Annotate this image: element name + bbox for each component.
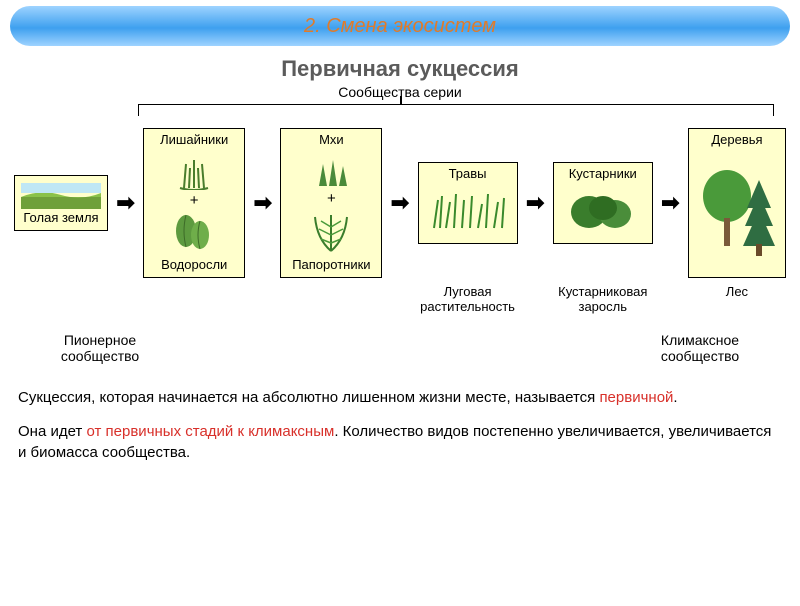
community-labels: Пионерное сообщество Климаксное сообщест… [10, 332, 790, 364]
stage-label: Травы [449, 167, 487, 182]
p1-highlight: первичной [599, 389, 673, 406]
bare-soil-icon [19, 180, 103, 211]
stage-label-bottom: Папоротники [292, 258, 370, 273]
plus-sign: + [190, 192, 199, 209]
moss-icon [311, 154, 351, 188]
p2-highlight: от первичных стадий к климаксным [86, 423, 334, 440]
p1-c: . [673, 389, 677, 406]
title-text: Первичная сукцессия [281, 56, 519, 81]
shrub-icon [558, 182, 648, 239]
stage-label: Голая земля [23, 211, 98, 226]
stage-label: Кустарники [569, 167, 637, 182]
banner-text: 2. Смена экосистем [304, 15, 496, 38]
fern-icon [307, 209, 355, 253]
section-banner: 2. Смена экосистем [10, 6, 790, 46]
trees-icon [693, 148, 781, 273]
series-bracket [138, 104, 774, 116]
stage-lichens-algae: Лишайники + Водоросли [143, 128, 245, 278]
stage-captions: Луговая растительность Кустарниковая зар… [10, 284, 790, 314]
grass-icon [423, 182, 513, 239]
caption-forest: Лес [688, 284, 786, 314]
arrow-icon: ➡ [114, 190, 136, 216]
stage-grasses: Травы [418, 162, 518, 244]
caption-shrubland: Кустарниковая заросль [553, 284, 653, 314]
climax-label: Климаксное сообщество [630, 332, 770, 364]
explanation-text: Сукцессия, которая начинается на абсолют… [18, 388, 782, 463]
stage-label: Лишайники [160, 133, 228, 148]
arrow-icon: ➡ [252, 190, 274, 216]
page-title: Первичная сукцессия [0, 56, 800, 82]
pioneer-label: Пионерное сообщество [30, 332, 170, 364]
stage-trees: Деревья [688, 128, 786, 278]
arrow-icon: ➡ [389, 190, 411, 216]
stage-moss-ferns: Мхи + Папоротники [280, 128, 382, 278]
stage-label-bottom: Водоросли [161, 258, 227, 273]
plus-sign: + [327, 190, 336, 207]
arrow-icon: ➡ [659, 190, 681, 216]
stages-row: Голая земля ➡ Лишайники + Водоросли ➡ [10, 128, 790, 278]
p1-a: Сукцессия, которая начинается на абсолют… [18, 389, 599, 406]
stage-label: Деревья [711, 133, 762, 148]
arrow-icon: ➡ [524, 190, 546, 216]
caption-meadow: Луговая растительность [418, 284, 518, 314]
lichen-icon [174, 156, 214, 190]
p2-a: Она идет [18, 423, 86, 440]
succession-diagram: Сообщества серии Голая земля ➡ Лишайники [10, 82, 790, 364]
stage-bare-soil: Голая земля [14, 175, 108, 231]
series-stem [400, 96, 402, 104]
stage-shrubs: Кустарники [553, 162, 653, 244]
stage-label: Мхи [319, 133, 344, 148]
algae-icon [172, 211, 216, 251]
